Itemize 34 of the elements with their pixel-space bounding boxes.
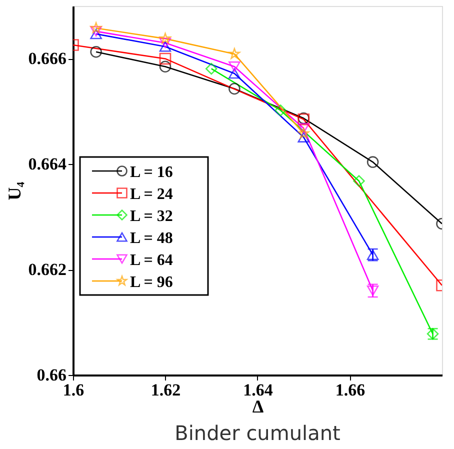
point [228,48,240,59]
point [228,68,240,79]
y-tick-label: 0.662 [28,260,66,280]
point [298,128,310,138]
point [90,26,102,36]
y-tick-label: 0.664 [28,154,67,174]
x-tick-label: 1.62 [150,380,181,400]
legend-label: L = 96 [130,274,173,291]
point [159,38,172,48]
point [90,46,102,58]
point [274,104,286,116]
point [159,41,172,52]
x-tick-label: 1.64 [243,380,274,400]
legend-label: L = 24 [130,186,173,203]
point [366,156,379,168]
point [298,123,310,134]
point [228,82,240,95]
point [160,32,171,44]
legend-label: L = 16 [130,164,173,181]
y-axis-title: U₄ [4,181,24,200]
point [90,22,102,34]
point [159,60,172,73]
y-tick-label: 0.666 [28,49,66,68]
point [298,132,310,142]
point [90,28,102,40]
x-tick-label: 1.66 [335,380,366,400]
legend-label: L = 48 [130,230,173,247]
point [205,62,218,75]
point [228,61,240,72]
x-axis-title: Δ [252,396,264,416]
legend-label: L = 64 [130,252,173,269]
text: Binder cumulant [174,421,340,445]
legend-label: L = 32 [130,208,173,225]
point [353,175,365,187]
